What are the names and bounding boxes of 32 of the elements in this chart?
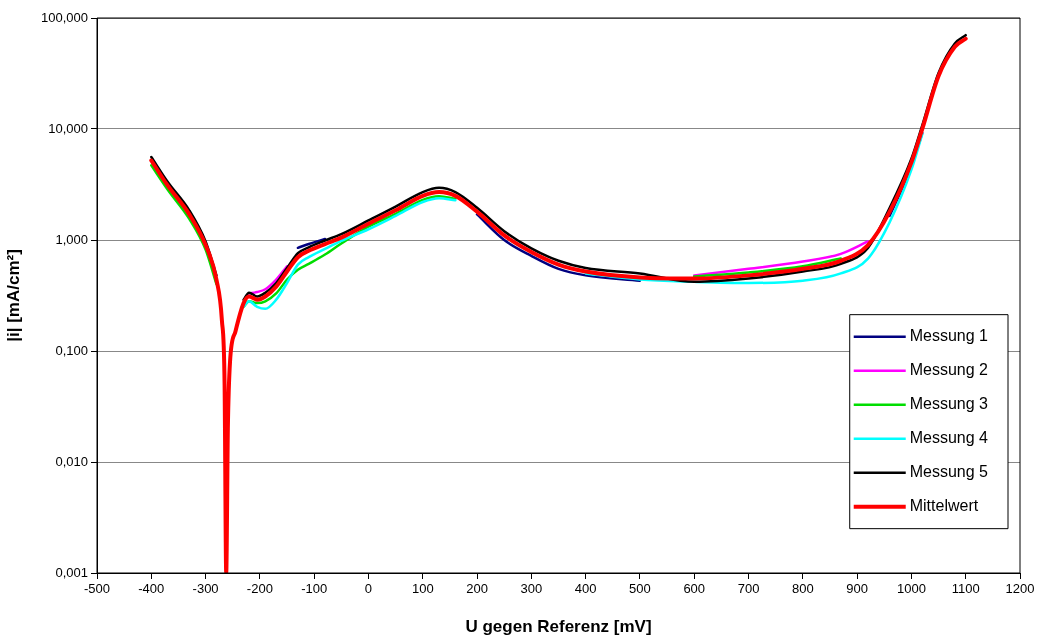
x-tick-label: -100 bbox=[301, 581, 328, 597]
x-tick-label: 300 bbox=[520, 581, 543, 597]
x-tick-label: 0 bbox=[364, 581, 373, 597]
y-tick-label: 0,001 bbox=[55, 564, 88, 580]
x-tick-label: 200 bbox=[466, 581, 488, 597]
x-tick-label: 400 bbox=[574, 581, 597, 597]
y-axis-title: |i| [mA/cm²] bbox=[3, 249, 23, 342]
legend-label: Messung 1 bbox=[909, 327, 989, 345]
x-tick-label: 700 bbox=[737, 581, 760, 597]
y-tick-label: 0,010 bbox=[55, 453, 88, 469]
legend-label: Messung 5 bbox=[909, 463, 989, 481]
x-tick-label: -300 bbox=[192, 581, 219, 597]
x-tick-label: 100 bbox=[411, 581, 434, 597]
x-tick-label: 1100 bbox=[951, 581, 980, 597]
x-tick-label: 900 bbox=[846, 581, 868, 597]
x-tick-label: -500 bbox=[83, 581, 111, 597]
legend-label: Mittelwert bbox=[909, 497, 979, 515]
legend-label: Messung 3 bbox=[909, 395, 989, 413]
legend-label: Messung 4 bbox=[909, 429, 989, 447]
x-tick-label: 800 bbox=[791, 581, 814, 597]
x-tick-label: 1000 bbox=[896, 581, 926, 597]
x-tick-label: -200 bbox=[246, 581, 273, 597]
legend-label: Messung 2 bbox=[909, 361, 989, 379]
x-tick-label: -400 bbox=[138, 581, 165, 597]
y-tick-label: 10,000 bbox=[48, 120, 88, 136]
x-tick-label: 500 bbox=[629, 581, 651, 597]
y-tick-label: 1,000 bbox=[55, 231, 88, 247]
y-tick-label: 100,000 bbox=[41, 9, 88, 25]
x-tick-label: 600 bbox=[683, 581, 706, 597]
x-tick-label: 1200 bbox=[1005, 581, 1035, 597]
x-axis-title: U gegen Referenz [mV] bbox=[465, 617, 652, 637]
y-tick-label: 0,100 bbox=[55, 342, 88, 358]
